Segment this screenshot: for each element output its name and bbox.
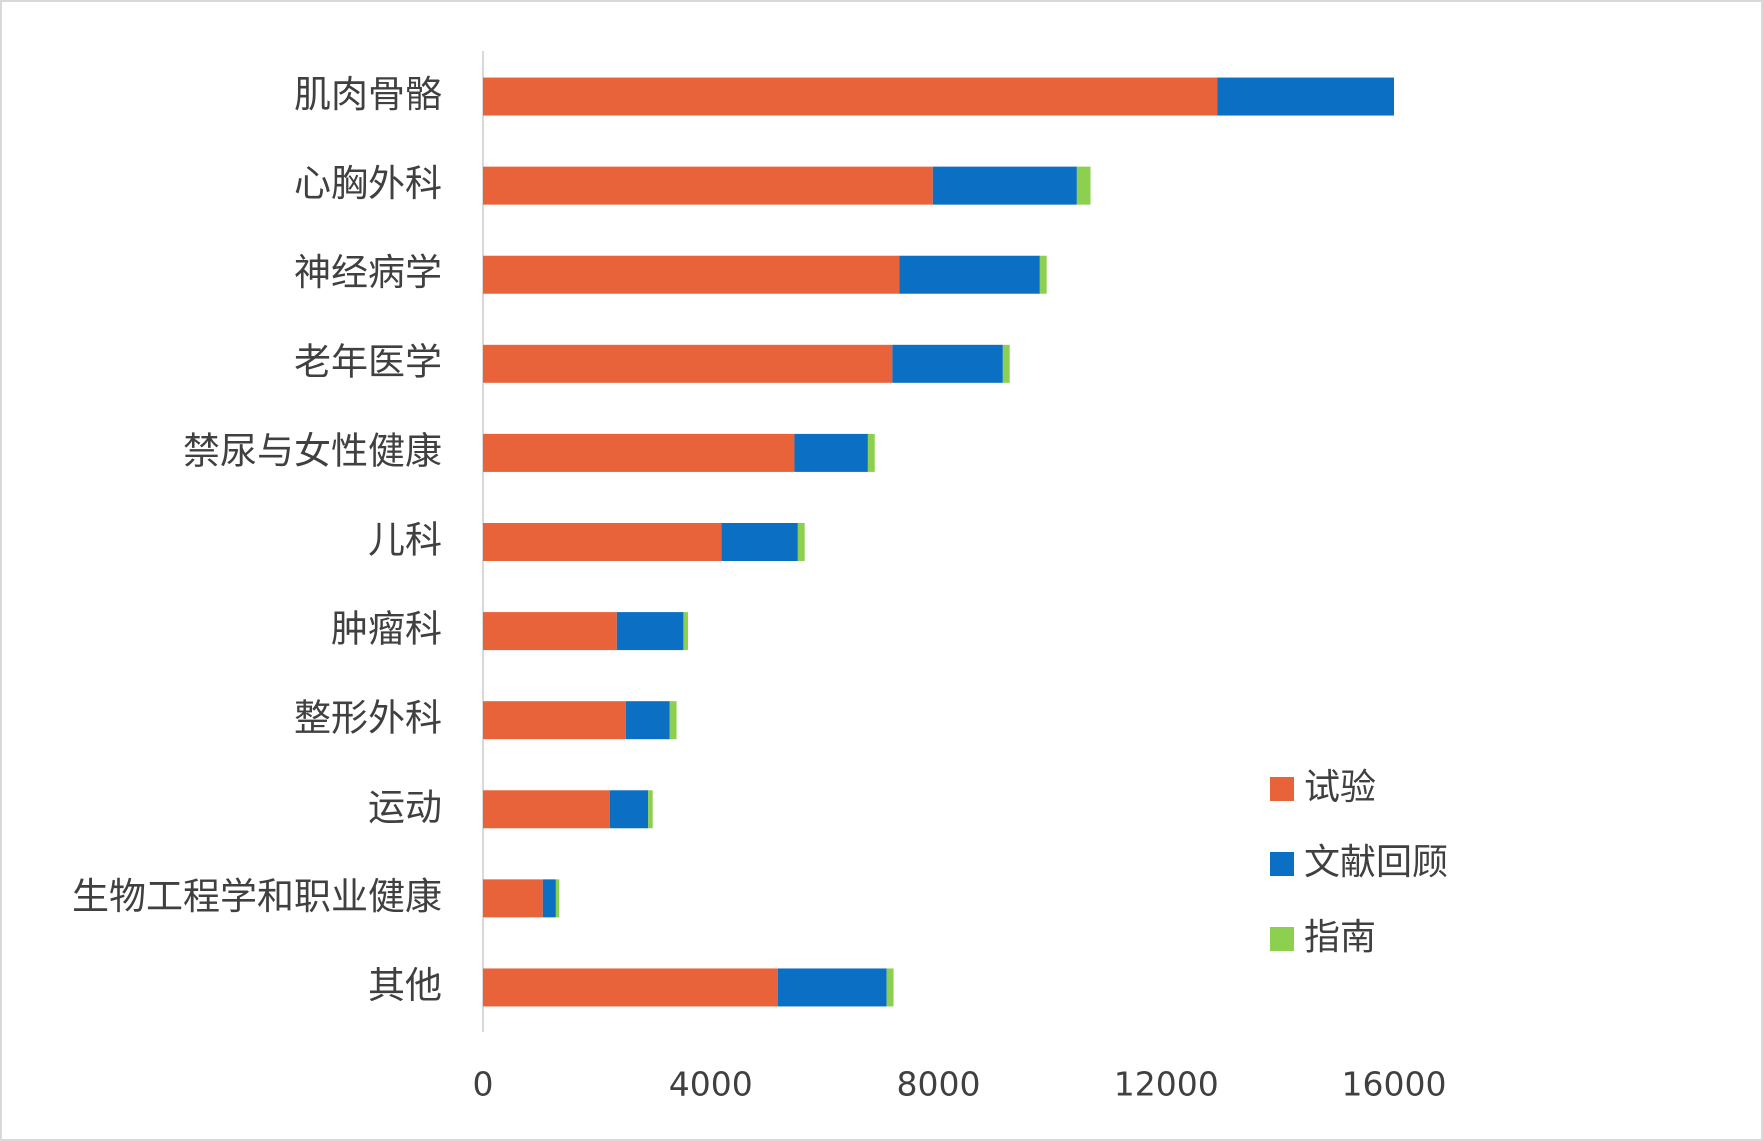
y-tick-label: 肿瘤科	[331, 608, 442, 651]
bar-segment	[797, 523, 805, 561]
bar-segment	[483, 701, 626, 740]
bar-segment	[483, 77, 1218, 116]
bar-segment	[892, 344, 1003, 383]
bar-segment	[483, 523, 722, 561]
bar-segment	[669, 701, 677, 740]
bar-segment	[1076, 166, 1091, 205]
y-tick-label: 整形外科	[294, 697, 442, 740]
x-tick-label: 0	[473, 1065, 494, 1104]
bar-segment	[625, 701, 670, 740]
x-tick-label: 4000	[669, 1065, 753, 1104]
bar-segment	[721, 523, 798, 561]
legend-label: 指南	[1304, 917, 1376, 958]
legend-swatch	[1270, 927, 1294, 951]
y-tick-label: 儿科	[368, 519, 442, 562]
bar-segment	[777, 968, 887, 1007]
bar-segment	[1217, 77, 1394, 116]
bar-segment	[542, 879, 556, 918]
bar-segment	[483, 255, 900, 294]
y-tick-label: 生物工程学和职业健康	[72, 875, 442, 918]
bar-segment	[483, 344, 893, 383]
bar-segment	[648, 790, 653, 829]
bar-segment	[794, 433, 868, 472]
y-tick-label: 肌肉骨骼	[294, 73, 442, 116]
y-tick-label: 心胸外科	[294, 162, 442, 205]
legend-label: 试验	[1304, 767, 1376, 808]
x-tick-label: 16000	[1342, 1065, 1447, 1104]
x-tick-label: 12000	[1114, 1065, 1219, 1104]
legend-swatch	[1270, 777, 1294, 801]
bar-segment	[483, 879, 543, 918]
bar-segment	[867, 433, 875, 472]
bar-segment	[483, 968, 778, 1007]
bar-segment	[483, 612, 617, 651]
y-tick-label: 禁尿与女性健康	[183, 429, 442, 472]
x-tick-label: 8000	[897, 1065, 981, 1104]
bar-segment	[899, 255, 1040, 294]
bar-segment	[1039, 255, 1047, 294]
y-tick-label: 运动	[368, 786, 442, 829]
legend-swatch	[1270, 852, 1294, 876]
bar-segment	[932, 166, 1077, 205]
bar-segment	[886, 968, 894, 1007]
bar-segment	[483, 433, 795, 472]
y-tick-label: 神经病学	[294, 251, 442, 294]
bar-segment	[483, 166, 933, 205]
y-tick-label: 其他	[368, 964, 442, 1007]
bar-segment	[683, 612, 688, 651]
bar-segment	[616, 612, 684, 651]
legend-label: 文献回顾	[1304, 842, 1448, 883]
bar-segment	[555, 879, 560, 918]
bar-segment	[609, 790, 649, 829]
bar-segment	[483, 790, 610, 829]
bar-segment	[1002, 344, 1010, 383]
y-tick-label: 老年医学	[294, 340, 442, 383]
